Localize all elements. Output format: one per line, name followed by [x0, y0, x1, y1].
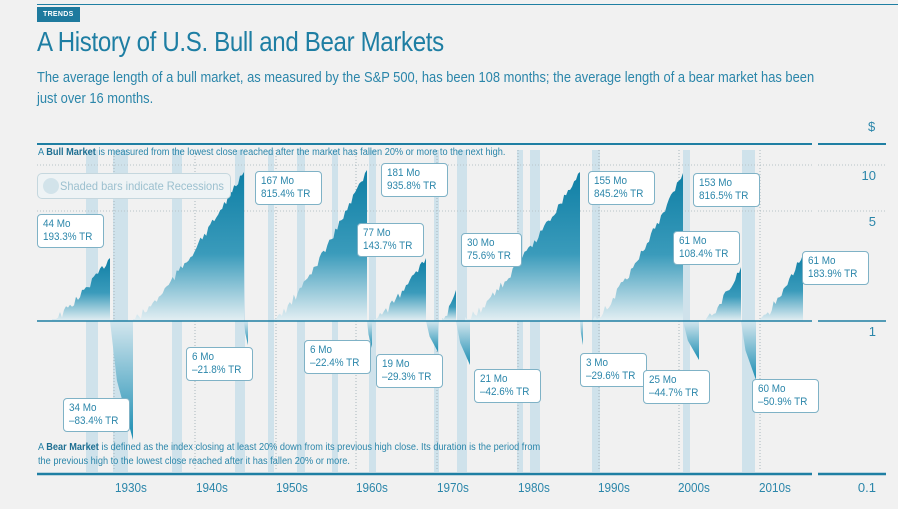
bear-market-callout: 25 Mo –44.7% TR [643, 370, 710, 404]
recession-bar [369, 150, 376, 472]
bear-market-term: Bear Market [46, 442, 99, 453]
y-tick-label: 1 [868, 324, 876, 339]
bear-market-callout: 6 Mo –21.8% TR [186, 347, 253, 381]
y-tick-label: 10 [861, 168, 876, 183]
recession-legend: Shaded bars indicate Recessions [37, 173, 231, 199]
x-tick-label: 1970s [437, 480, 469, 495]
page-subtitle: The average length of a bull market, as … [37, 69, 815, 107]
recession-bar [683, 150, 690, 472]
bull-market-area [593, 173, 683, 321]
x-tick-label: 1990s [598, 480, 630, 495]
bull-market-callout: 167 Mo 815.4% TR [255, 171, 322, 205]
recession-bar [457, 150, 467, 472]
page-title: A History of U.S. Bull and Bear Markets [37, 26, 444, 57]
bull-market-area [465, 172, 580, 321]
x-tick-label: 2000s [678, 480, 710, 495]
bear-market-area [456, 321, 470, 365]
bull-market-area [442, 290, 456, 321]
bear-market-definition: A Bear Market is defined as the index cl… [38, 442, 541, 467]
x-tick-label: 1950s [276, 480, 308, 495]
recession-swatch-icon [43, 178, 59, 194]
x-tick-label: 1960s [356, 480, 388, 495]
bull-market-callout: 44 Mo 193.3% TR [37, 214, 104, 248]
x-tick-label: 1980s [518, 480, 550, 495]
recession-bar [742, 150, 755, 472]
axes [37, 320, 886, 476]
x-tick-label: 1930s [115, 480, 147, 495]
bull-market-callout: 61 Mo 108.4% TR [673, 231, 740, 265]
axis-top-rule [818, 143, 886, 145]
bull-market-area [760, 254, 803, 321]
bear-market-area [741, 321, 756, 380]
bear-market-callout: 3 Mo –29.6% TR [580, 353, 647, 387]
x-tick-label: 2010s [759, 480, 791, 495]
bull-market-callout: 77 Mo 143.7% TR [357, 223, 424, 257]
y-tick-label: 0.1 [857, 480, 876, 495]
bear-market-area [367, 321, 372, 348]
y-tick-label: 5 [868, 214, 876, 229]
bull-areas [52, 170, 803, 321]
bull-market-area [274, 170, 367, 321]
recession-bar [592, 150, 600, 472]
bull-market-area [374, 258, 426, 321]
bear-market-area [244, 321, 248, 345]
chart-top-rule [37, 143, 812, 145]
bull-market-area [133, 172, 244, 321]
recession-bar [434, 150, 439, 472]
bull-market-callout: 30 Mo 75.6% TR [461, 233, 522, 267]
x-tick-label: 1940s [196, 480, 228, 495]
section-tag: TRENDS [37, 7, 80, 22]
bear-market-area [683, 321, 699, 360]
bear-market-area [426, 321, 438, 352]
bear-market-callout: 60 Mo –50.9% TR [752, 379, 819, 413]
bull-market-callout: 153 Mo 816.5% TR [693, 173, 760, 207]
bull-market-callout: 155 Mo 845.2% TR [588, 171, 655, 205]
bull-market-callout: 181 Mo 935.8% TR [381, 163, 448, 197]
bull-market-term: Bull Market [46, 147, 96, 158]
bull-market-callout: 61 Mo 183.9% TR [802, 251, 869, 285]
bull-market-area [706, 267, 741, 321]
recession-bar [268, 150, 274, 472]
bear-market-callout: 34 Mo –83.4% TR [63, 398, 130, 432]
bear-market-callout: 21 Mo –42.6% TR [474, 369, 541, 403]
legend-label: Shaded bars indicate Recessions [60, 179, 224, 193]
top-rule [37, 4, 898, 5]
bear-market-callout: 6 Mo –22.4% TR [304, 340, 371, 374]
bull-market-area [52, 258, 110, 321]
bull-market-definition: A Bull Market is measured from the lowes… [38, 147, 506, 158]
bear-market-area [580, 321, 583, 345]
bear-market-callout: 19 Mo –29.3% TR [376, 354, 443, 388]
y-axis-unit-label: $ [868, 119, 876, 134]
